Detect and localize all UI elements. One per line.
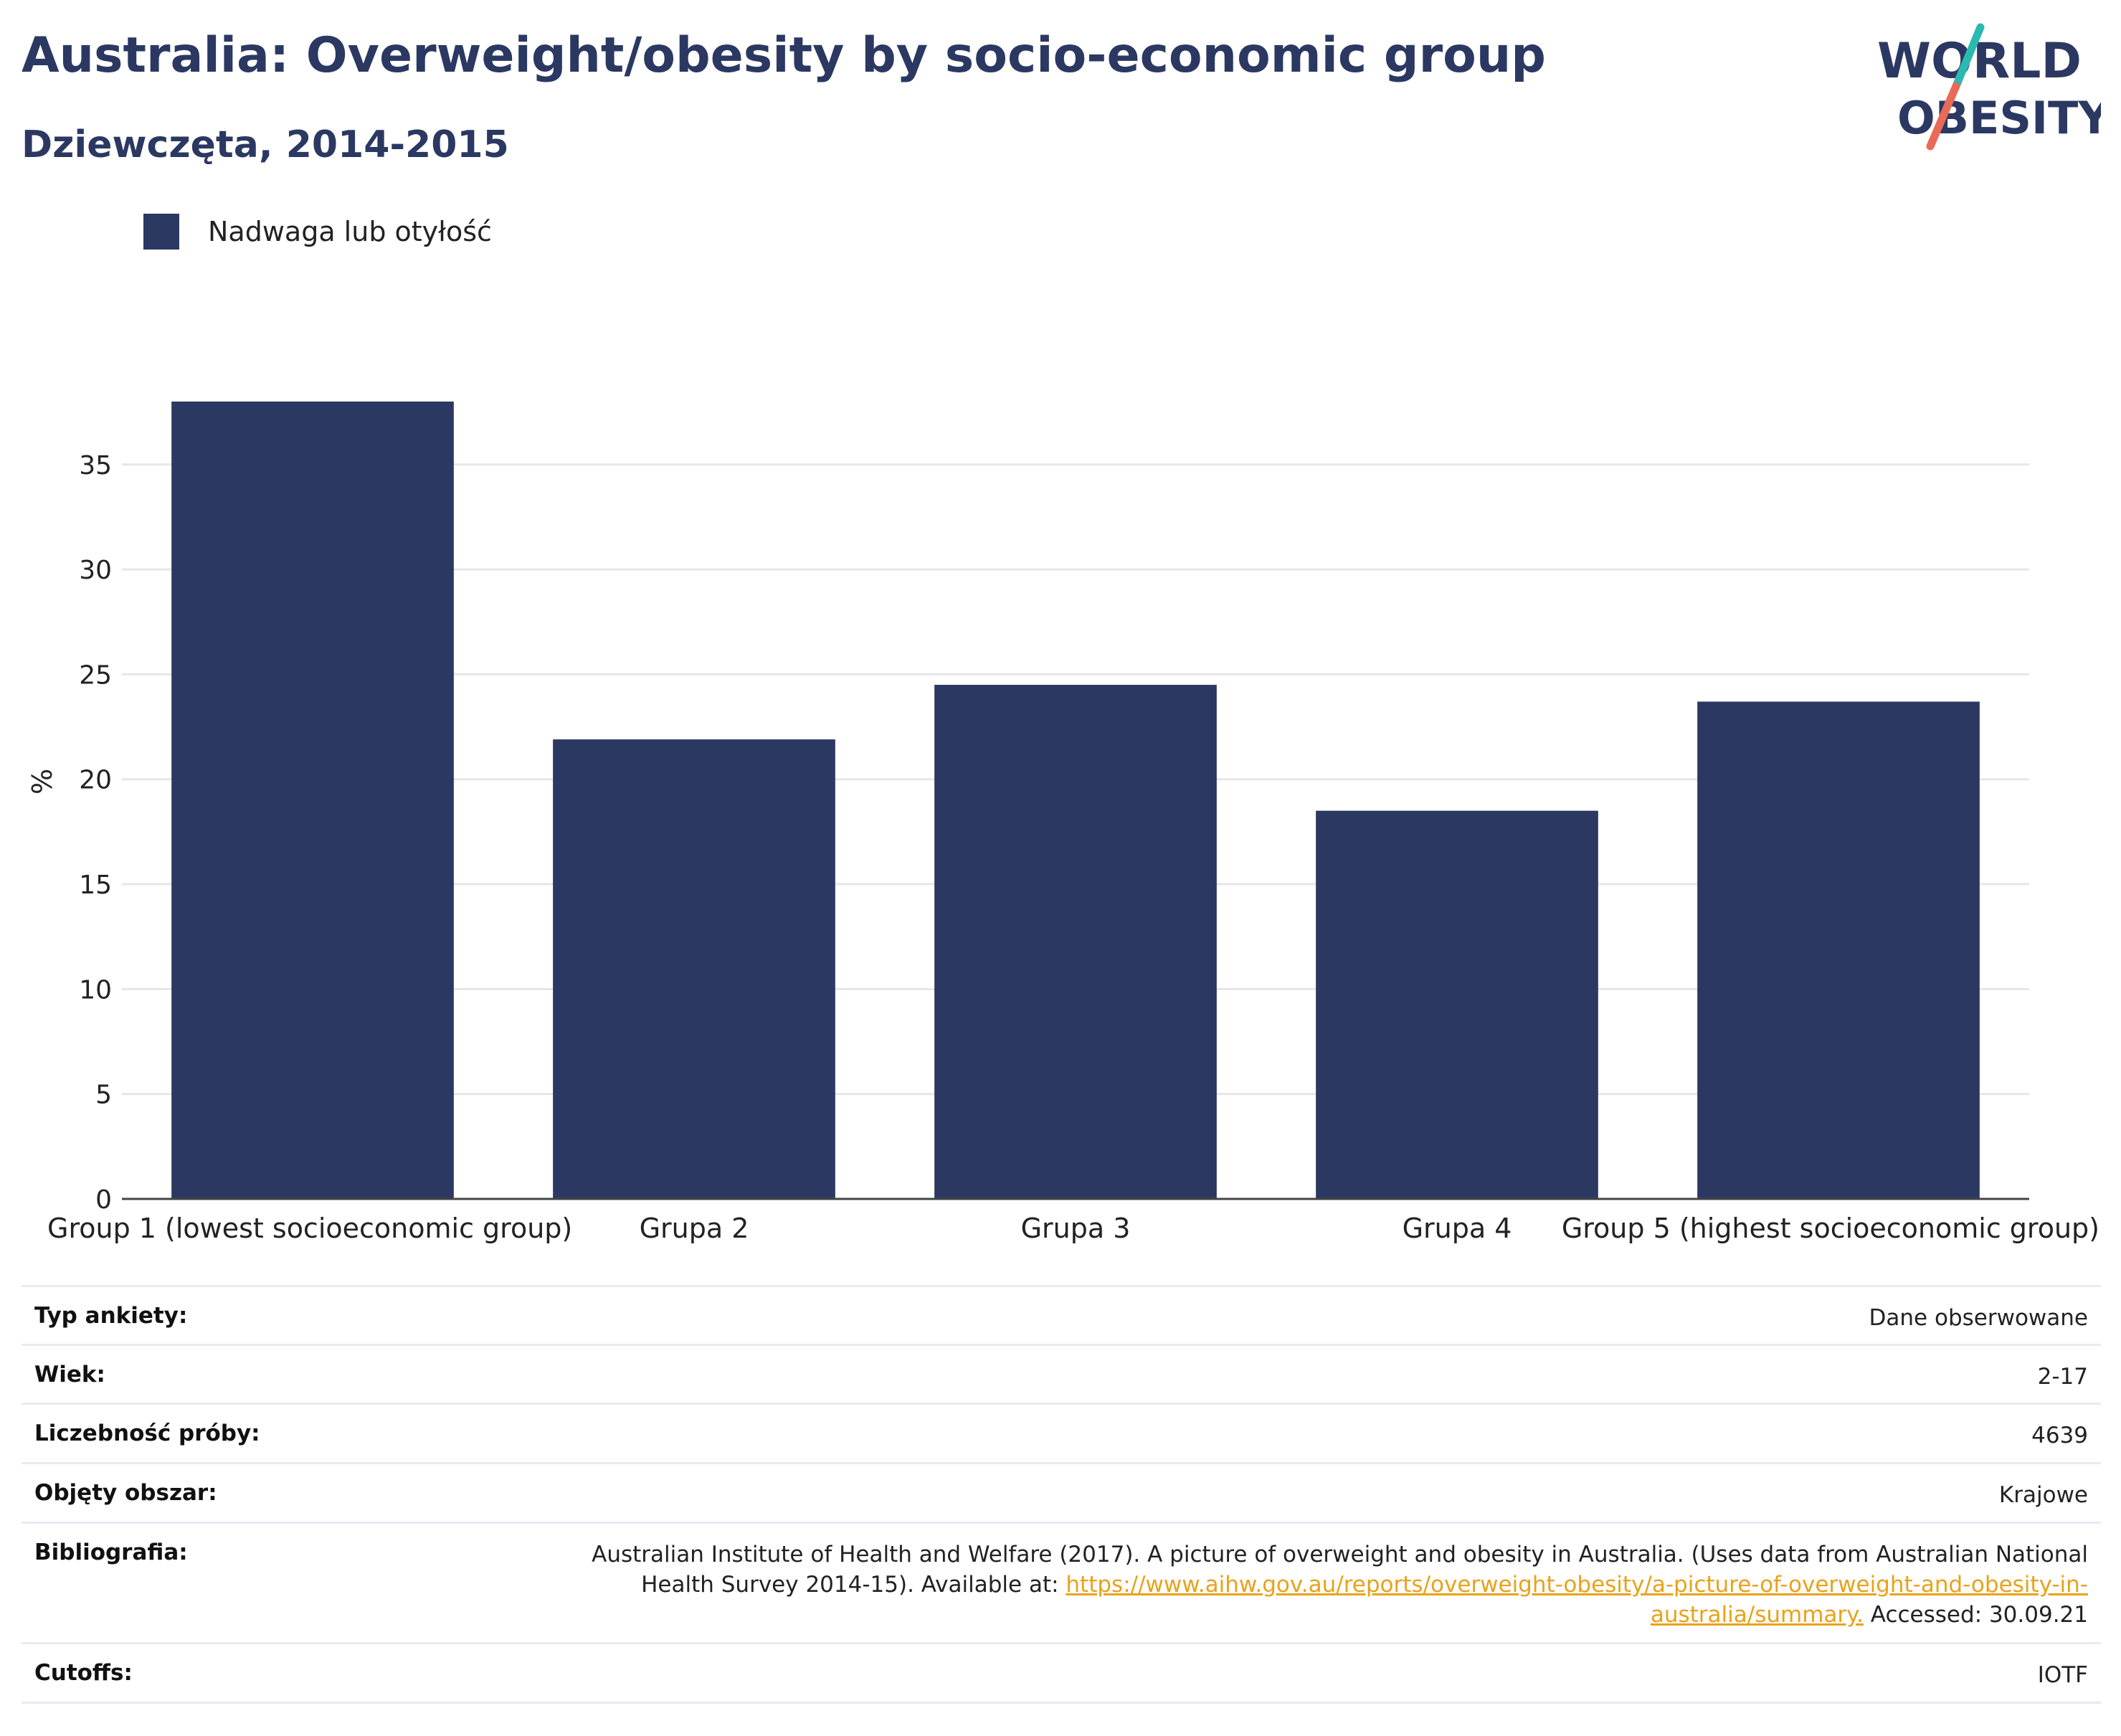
y-tick-label: 5 <box>95 1081 112 1110</box>
info-key: Liczebność próby: <box>34 1420 260 1446</box>
info-table-end <box>22 1702 2101 1704</box>
bar <box>934 685 1217 1199</box>
x-tick-label: Group 1 (lowest socioeconomic group) <box>47 1213 572 1244</box>
info-row-area: Objęty obszar: Krajowe <box>22 1462 2101 1522</box>
x-tick-label: Grupa 3 <box>1021 1213 1131 1244</box>
info-key: Objęty obszar: <box>34 1480 217 1506</box>
logo-text-world: WORLD <box>1877 33 2082 90</box>
y-axis-label: % <box>27 769 58 795</box>
x-tick-label: Grupa 4 <box>1403 1213 1512 1244</box>
bibliography-link[interactable]: https://www.aihw.gov.au/reports/overweig… <box>1066 1572 2088 1628</box>
info-value: 2-17 <box>2037 1364 2088 1390</box>
legend: Nadwaga lub otyłość <box>143 214 492 250</box>
info-key: Bibliografia: <box>34 1540 188 1565</box>
info-row-bibliography: Bibliografia: Australian Institute of He… <box>22 1522 2101 1642</box>
x-tick-label: Group 5 (highest socioeconomic group) <box>1562 1213 2099 1244</box>
x-tick-label: Grupa 2 <box>640 1213 749 1244</box>
info-table: Typ ankiety: Dane obserwowane Wiek: 2-17… <box>22 1285 2101 1704</box>
y-tick-label: 10 <box>79 975 112 1005</box>
y-tick-label: 35 <box>79 451 112 480</box>
info-row-cutoffs: Cutoffs: IOTF <box>22 1642 2101 1702</box>
bar <box>553 739 835 1199</box>
info-value: 4639 <box>2031 1423 2088 1448</box>
info-value: Australian Institute of Health and Welfa… <box>539 1540 2088 1630</box>
info-key: Cutoffs: <box>34 1660 133 1686</box>
bar <box>1697 701 1980 1199</box>
y-tick-label: 15 <box>79 871 112 900</box>
info-value: Krajowe <box>1998 1482 2088 1508</box>
bars <box>171 402 1980 1199</box>
bibliography-text: Australian Institute of Health and Welfa… <box>592 1542 2088 1598</box>
legend-label: Nadwaga lub otyłość <box>208 216 492 247</box>
chart-subtitle: Dziewczęta, 2014-2015 <box>22 123 509 166</box>
chart-title: Australia: Overweight/obesity by socio-e… <box>22 27 1546 84</box>
axes: 0 5 10 15 20 25 30 35 Group 1 (lowest socioecono… <box>47 451 2099 1244</box>
world-obesity-logo: WORLD OBESITY <box>1877 23 2101 151</box>
y-tick-label: 25 <box>79 660 112 690</box>
info-key: Typ ankiety: <box>34 1303 188 1329</box>
y-tick-label: 20 <box>79 766 112 795</box>
logo-slash-bottom <box>1926 82 1960 151</box>
bar <box>1316 810 1598 1199</box>
y-tick-label: 30 <box>79 556 112 585</box>
info-key: Wiek: <box>34 1362 105 1388</box>
info-row-survey-type: Typ ankiety: Dane obserwowane <box>22 1285 2101 1344</box>
info-value: Dane obserwowane <box>1869 1305 2088 1331</box>
info-value: IOTF <box>2037 1662 2088 1688</box>
logo-slash-top <box>1952 23 1985 90</box>
legend-swatch <box>143 214 179 250</box>
bibliography-accessed: Accessed: 30.09.21 <box>1863 1602 2088 1628</box>
info-row-sample-size: Liczebność próby: 4639 <box>22 1403 2101 1462</box>
bar-chart: 0 5 10 15 20 25 30 35 Group 1 (lowest socioecono… <box>27 402 2099 1244</box>
bar <box>171 402 454 1199</box>
y-tick-label: 0 <box>95 1185 112 1215</box>
info-row-age: Wiek: 2-17 <box>22 1344 2101 1403</box>
